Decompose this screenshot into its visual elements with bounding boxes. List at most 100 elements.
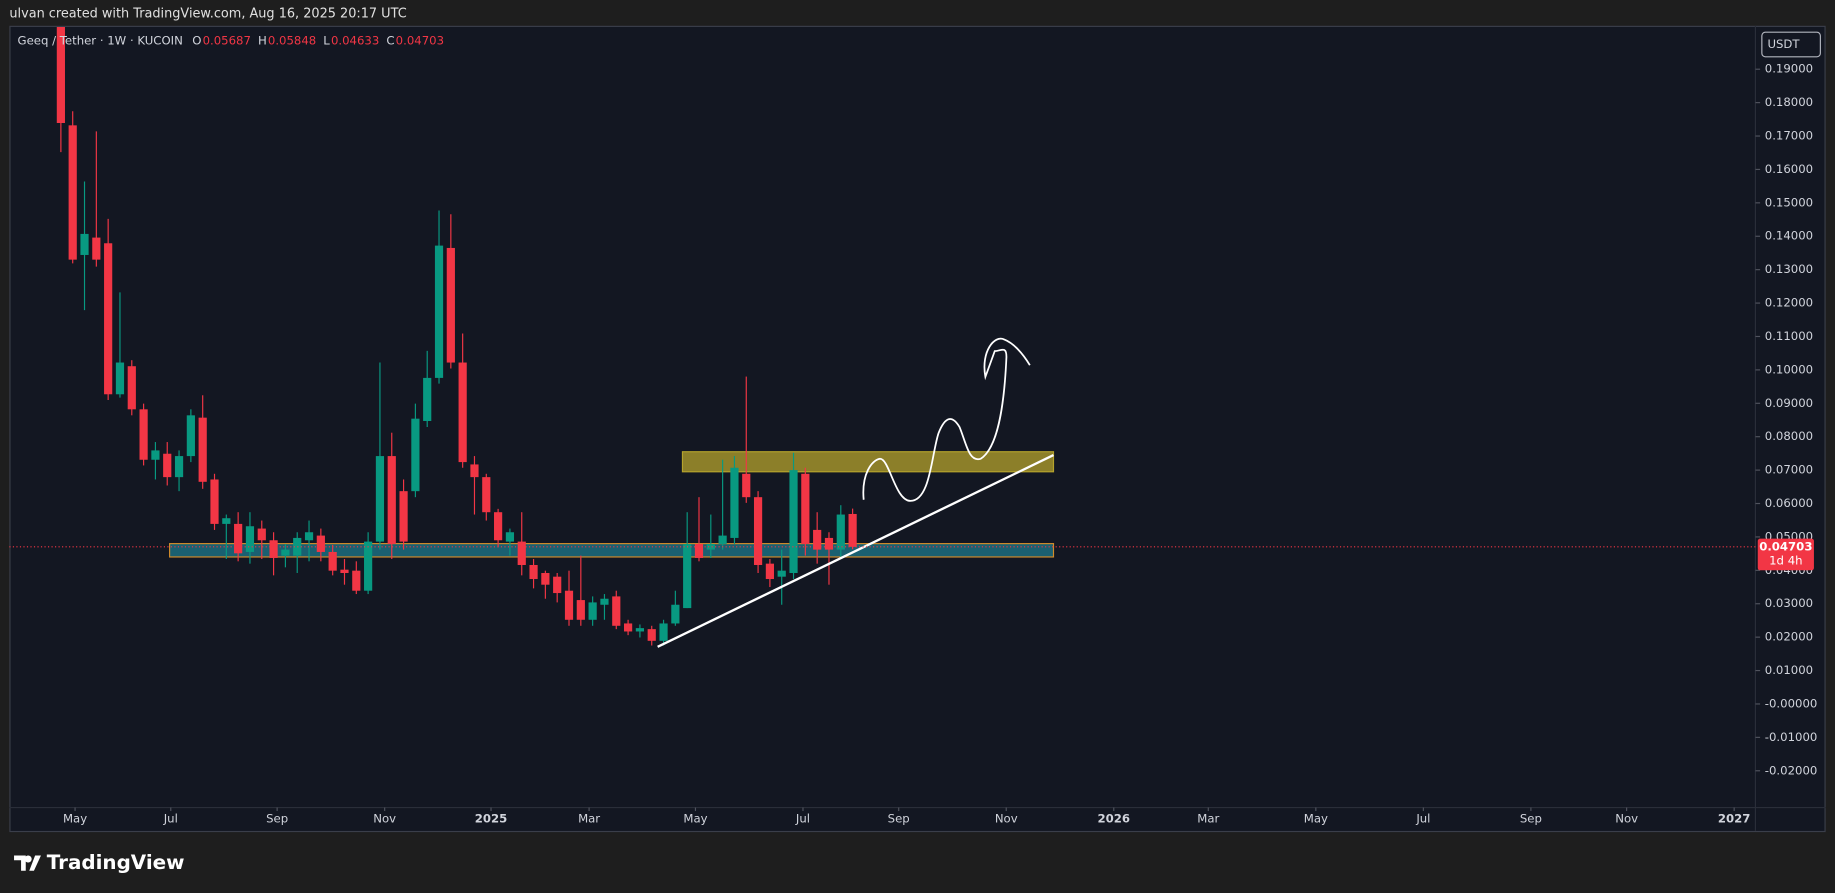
x-tick-label: May [63, 812, 87, 826]
candle-body [423, 377, 432, 422]
ohlc-label: O [192, 33, 201, 47]
candle-body [115, 362, 125, 395]
candle-body [789, 470, 798, 574]
ohlc-label: C [386, 33, 394, 47]
candle-body [765, 563, 774, 580]
y-tick-label: 0.17000 [1765, 129, 1813, 143]
candle-body [56, 26, 65, 124]
candle-body [635, 628, 645, 632]
candle-body [588, 602, 597, 620]
ohlc-value: 0.04633 [331, 33, 379, 47]
y-tick-label: 0.03000 [1765, 596, 1813, 610]
y-tick-label: 0.11000 [1765, 329, 1813, 343]
candle-body [163, 453, 172, 478]
x-tick-label: Mar [578, 812, 600, 826]
brand-logo: TradingView [14, 851, 184, 874]
candle-body [742, 473, 751, 498]
candle-body [139, 409, 148, 460]
price-label: 0.04703 [1759, 539, 1812, 553]
candle-body [269, 540, 278, 558]
candle-body [564, 590, 574, 620]
candle-body [210, 479, 219, 524]
candle-body [174, 456, 184, 478]
ohlc-value: 0.05848 [268, 33, 316, 47]
candle-body [600, 598, 609, 605]
candle-body [92, 237, 101, 260]
x-tick-label: Mar [1197, 812, 1219, 826]
y-tick-label: 0.10000 [1765, 362, 1813, 376]
x-tick-label: Nov [995, 812, 1018, 826]
candle-body [517, 541, 526, 565]
candle-body [730, 467, 739, 538]
candle-body [352, 570, 361, 591]
x-tick-label: 2027 [1718, 812, 1751, 826]
candle-body [706, 543, 715, 550]
candle-body [494, 512, 503, 541]
candle-body [198, 417, 207, 482]
candle-body [683, 543, 692, 609]
candle-body [836, 514, 845, 550]
candle-body [553, 576, 562, 594]
x-tick-label: Jul [163, 812, 178, 826]
ohlc-label: L [323, 33, 330, 47]
x-tick-label: Nov [1615, 812, 1638, 826]
candle-body [694, 543, 704, 558]
candle-body [529, 564, 538, 580]
candle-body [411, 418, 420, 492]
x-tick-label: 2026 [1098, 812, 1131, 826]
currency-button[interactable] [1761, 31, 1821, 58]
y-tick-label: 0.07000 [1765, 463, 1813, 477]
plot-background [9, 25, 1826, 833]
candle-body [127, 366, 136, 410]
candle-body [434, 245, 444, 378]
brand-name: TradingView [47, 851, 185, 874]
brand-icon [14, 855, 41, 871]
y-tick-label: 0.18000 [1765, 95, 1813, 109]
candle-body [304, 532, 314, 541]
y-tick-label: 0.16000 [1765, 162, 1813, 176]
candle-body [364, 541, 373, 591]
y-tick-label: 0.19000 [1765, 62, 1813, 76]
currency-label: USDT [1767, 37, 1800, 51]
price-label-box [1757, 538, 1814, 571]
y-tick-label: -0.02000 [1765, 763, 1818, 777]
candle-body [777, 570, 786, 577]
candle-body [848, 513, 857, 547]
candle-body [293, 537, 302, 556]
candle-body [576, 600, 585, 620]
candle-body [281, 549, 290, 556]
candle-body [647, 629, 656, 641]
y-tick-label: 0.13000 [1765, 262, 1813, 276]
candle-body [801, 473, 810, 544]
zone [169, 543, 1055, 558]
y-tick-label: -0.01000 [1765, 730, 1818, 744]
candle-body [470, 464, 479, 478]
y-tick-label: 0.14000 [1765, 229, 1813, 243]
candle-body [399, 491, 408, 542]
candle-body [257, 528, 266, 541]
candle-body [671, 604, 680, 624]
x-tick-label: Jul [1415, 812, 1430, 826]
candle-body [458, 362, 467, 463]
candle-body [718, 535, 727, 544]
candle-body [186, 415, 195, 457]
attribution: ulvan created with TradingView.com, Aug … [9, 7, 406, 22]
y-tick-label: 0.06000 [1765, 496, 1813, 510]
chart-title: Geeq / Tether · 1W · KUCOIN [18, 33, 183, 47]
x-tick-label: Sep [1520, 812, 1542, 826]
ohlc-label: H [258, 33, 267, 47]
candle-body [104, 243, 113, 395]
y-tick-label: -0.00000 [1765, 696, 1818, 710]
x-tick-label: 2025 [475, 812, 508, 826]
y-tick-label: 0.08000 [1765, 429, 1813, 443]
candle-body [234, 523, 243, 554]
y-tick-label: 0.09000 [1765, 396, 1813, 410]
candle-body [446, 247, 455, 363]
candle-body [340, 569, 349, 574]
freehand-drawing [862, 337, 1031, 502]
candle-body [824, 537, 834, 550]
candle-body [245, 526, 255, 552]
y-tick-label: 0.12000 [1765, 296, 1813, 310]
candle-body [623, 623, 633, 632]
